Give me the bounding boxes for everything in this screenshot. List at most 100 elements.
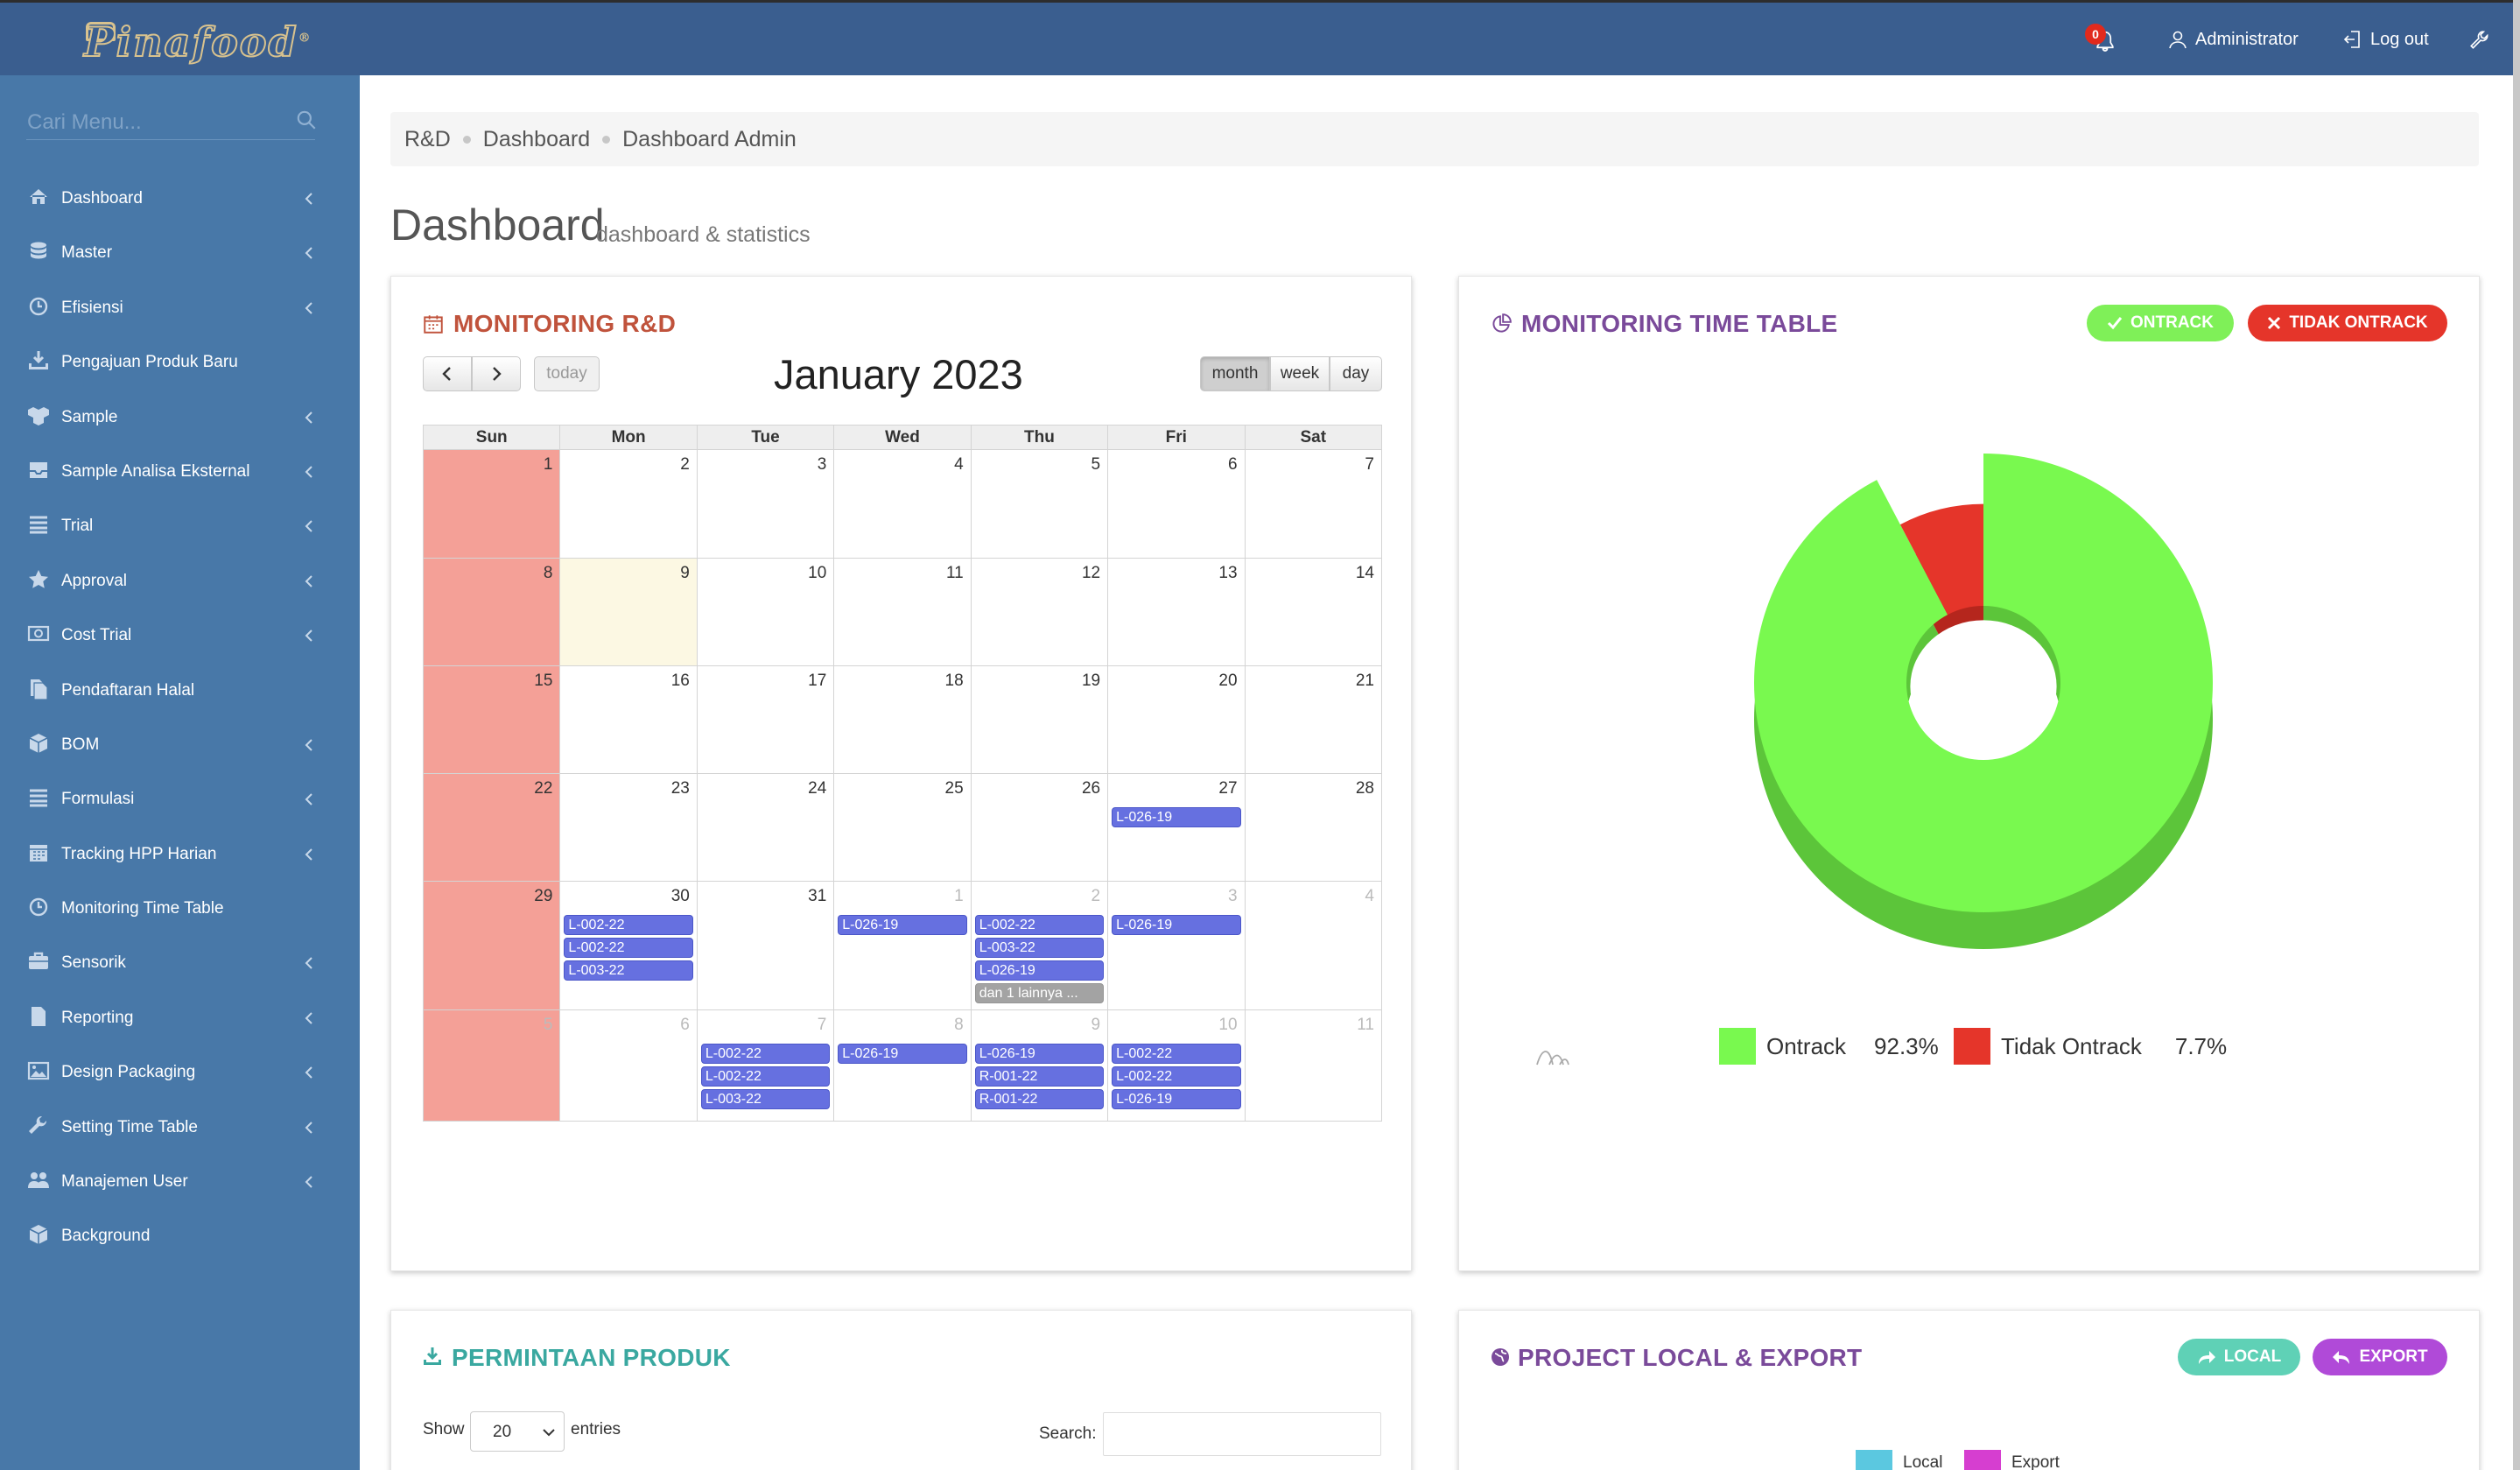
calendar-day-cell[interactable]: 20 [1107,665,1246,774]
calendar-day-cell[interactable]: 7 L-002-22 L-002-22 L-003-22 [696,1009,835,1122]
notification-button[interactable]: 0 [2085,24,2123,59]
calendar-event[interactable]: L-002-22 [700,1044,831,1064]
calendar-day-cell[interactable]: 1 L-026-19 [833,881,972,1010]
calendar-day-cell[interactable]: 2 L-002-22 L-003-22 L-026-19 dan 1 lainnya .… [970,881,1109,1010]
sidebar-item-sample[interactable]: Sample [0,389,360,443]
local-button[interactable]: LOCAL [2178,1339,2300,1375]
calendar-event[interactable]: L-003-22 [974,938,1105,958]
menu-search-input[interactable]: Cari Menu... [27,110,142,134]
sidebar-item-design-packaging[interactable]: Design Packaging [0,1044,360,1098]
sidebar-item-bom[interactable]: BOM [0,716,360,770]
export-button[interactable]: EXPORT [2313,1339,2447,1375]
settings-button[interactable] [2468,29,2491,52]
calendar-event[interactable]: L-026-19 [974,1044,1105,1064]
calendar-month-view-button[interactable]: month [1200,356,1270,391]
sidebar-item-tracking-hpp-harian[interactable]: Tracking HPP Harian [0,826,360,880]
calendar-day-cell[interactable]: 27 L-026-19 [1107,773,1246,882]
calendar-event[interactable]: L-002-22 [1112,1066,1241,1087]
calendar-day-cell[interactable]: 28 [1244,773,1383,882]
sidebar-item-pendaftaran-halal[interactable]: Pendaftaran Halal [0,662,360,716]
calendar-day-cell[interactable]: 26 [970,773,1109,882]
calendar-event[interactable]: L-026-19 [838,915,967,935]
calendar-day-cell[interactable]: 11 [833,558,972,666]
calendar-day-cell[interactable]: 9 [559,558,698,666]
legend-local[interactable]: Local [1856,1450,1942,1470]
sidebar-item-setting-time-table[interactable]: Setting Time Table [0,1099,360,1153]
calendar-event[interactable]: L-002-22 [700,1066,831,1087]
calendar-event[interactable]: L-003-22 [564,960,693,981]
calendar-day-cell[interactable]: 19 [970,665,1109,774]
calendar-event[interactable]: L-003-22 [700,1089,831,1109]
sidebar-item-monitoring-time-table[interactable]: Monitoring Time Table [0,880,360,934]
calendar-event[interactable]: L-002-22 [974,915,1105,935]
calendar-prev-button[interactable] [423,356,472,391]
calendar-day-cell[interactable]: 7 [1244,449,1383,559]
sidebar-item-background[interactable]: Background [0,1207,360,1262]
calendar-day-cell[interactable]: 22 [422,773,561,882]
sidebar-item-formulasi[interactable]: Formulasi [0,770,360,825]
sidebar-item-trial[interactable]: Trial [0,497,360,552]
calendar-day-cell[interactable]: 3 L-026-19 [1107,881,1246,1010]
sidebar-item-sensorik[interactable]: Sensorik [0,934,360,988]
sidebar-item-sample-analisa-eksternal[interactable]: Sample Analisa Eksternal [0,443,360,497]
legend-ontrack[interactable]: Ontrack 92.3% [1719,1028,1939,1065]
calendar-event[interactable]: L-026-19 [1112,1089,1241,1109]
sidebar-item-pengajuan-produk-baru[interactable]: Pengajuan Produk Baru [0,334,360,388]
calendar-event[interactable]: L-002-22 [564,915,693,935]
calendar-day-view-button[interactable]: day [1330,356,1382,391]
legend-tidak-ontrack[interactable]: Tidak Ontrack 7.7% [1954,1028,2227,1065]
calendar-day-cell[interactable]: 14 [1244,558,1383,666]
calendar-day-cell[interactable]: 18 [833,665,972,774]
calendar-day-cell[interactable]: 31 [696,881,835,1010]
donut-slice-tidak-ontrack[interactable] [1899,503,1983,615]
sidebar-item-dashboard[interactable]: Dashboard [0,170,360,224]
ontrack-button[interactable]: ONTRACK [2087,305,2234,341]
donut-slice-ontrack[interactable] [1754,454,2213,912]
calendar-day-cell[interactable]: 30 L-002-22 L-002-22 L-003-22 [559,881,698,1010]
calendar-day-cell[interactable]: 10 [696,558,835,666]
calendar-day-cell[interactable]: 6 [1107,449,1246,559]
breadcrumb-rd[interactable]: R&D [404,126,451,151]
legend-export[interactable]: Export [1964,1450,2060,1470]
sidebar-item-master[interactable]: Master [0,224,360,278]
calendar-day-cell[interactable]: 8 [422,558,561,666]
calendar-event[interactable]: L-026-19 [1112,915,1241,935]
logout-button[interactable]: Log out [2342,29,2429,50]
calendar-day-cell[interactable]: 5 [422,1009,561,1122]
calendar-day-cell[interactable]: 3 [696,449,835,559]
scrollbar[interactable] [2513,0,2520,1470]
calendar-day-cell[interactable]: 13 [1107,558,1246,666]
sidebar-item-manajemen-user[interactable]: Manajemen User [0,1153,360,1207]
more-events-link[interactable]: dan 1 lainnya ... [974,983,1105,1003]
tidak-ontrack-button[interactable]: TIDAK ONTRACK [2248,305,2447,341]
calendar-event[interactable]: L-026-19 [838,1044,967,1064]
sidebar-item-cost-trial[interactable]: Cost Trial [0,607,360,661]
calendar-day-cell[interactable]: 8 L-026-19 [833,1009,972,1122]
breadcrumb-dashboard[interactable]: Dashboard [482,126,591,151]
calendar-event[interactable]: R-001-22 [974,1066,1105,1087]
calendar-event[interactable]: R-001-22 [974,1089,1105,1109]
calendar-week-view-button[interactable]: week [1270,356,1330,391]
calendar-day-cell[interactable]: 21 [1244,665,1383,774]
calendar-day-cell[interactable]: 11 [1244,1009,1383,1122]
calendar-day-cell[interactable]: 25 [833,773,972,882]
calendar-event[interactable]: L-026-19 [974,960,1105,981]
calendar-day-cell[interactable]: 1 [422,449,561,559]
calendar-day-cell[interactable]: 15 [422,665,561,774]
calendar-next-button[interactable] [472,356,521,391]
calendar-day-cell[interactable]: 5 [970,449,1109,559]
calendar-today-button[interactable]: today [534,356,600,391]
calendar-event[interactable]: L-026-19 [1112,807,1241,827]
calendar-day-cell[interactable]: 23 [559,773,698,882]
calendar-day-cell[interactable]: 12 [970,558,1109,666]
calendar-event[interactable]: L-002-22 [1112,1044,1241,1064]
calendar-day-cell[interactable]: 16 [559,665,698,774]
table-search-input[interactable] [1103,1412,1381,1456]
calendar-day-cell[interactable]: 29 [422,881,561,1010]
calendar-event[interactable]: L-002-22 [564,938,693,958]
sidebar-item-reporting[interactable]: Reporting [0,989,360,1044]
calendar-day-cell[interactable]: 4 [833,449,972,559]
entries-select[interactable]: 20 [470,1411,565,1452]
calendar-day-cell[interactable]: 17 [696,665,835,774]
user-menu[interactable]: Administrator [2167,29,2299,50]
